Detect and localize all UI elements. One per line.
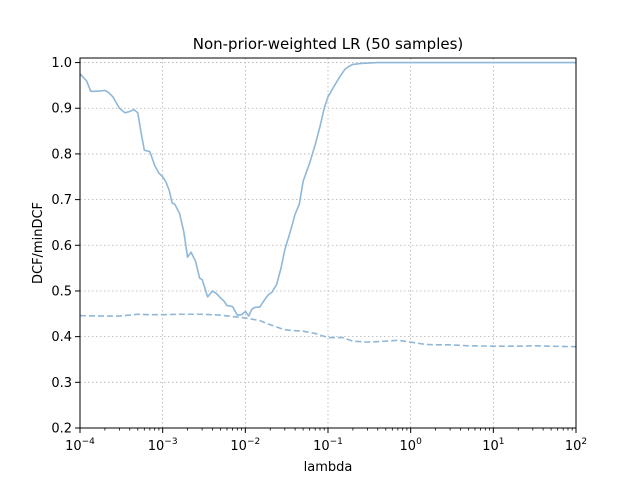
x-axis-label: lambda	[304, 460, 353, 475]
y-tick-label: 0.2	[51, 422, 72, 437]
x-tick-label: 10−3	[148, 437, 178, 454]
x-tick-label: 10−2	[230, 437, 260, 454]
y-tick-label: 0.7	[51, 193, 72, 208]
x-tick-label: 100	[400, 437, 423, 454]
series-line-solid	[79, 61, 576, 317]
y-axis-ticks: 0.2 0.3 0.4 0.5 0.6 0.7 0.8 0.9 1.0	[51, 56, 80, 437]
y-tick-label: 0.4	[51, 330, 72, 345]
y-tick-label: 0.6	[51, 239, 72, 254]
x-tick-label: 10−4	[65, 437, 95, 454]
chart-title: Non-prior-weighted LR (50 samples)	[193, 35, 464, 53]
y-axis-label: DCF/minDCF	[31, 202, 46, 284]
x-tick-label: 101	[482, 437, 504, 454]
series-line-dashed	[79, 313, 577, 348]
x-tick-label: 10−1	[313, 437, 343, 454]
y-tick-label: 0.5	[51, 284, 72, 299]
x-tick-label: 102	[565, 437, 587, 454]
series-group	[79, 61, 577, 348]
y-tick-label: 0.9	[51, 102, 72, 117]
y-tick-label: 1.0	[51, 56, 72, 71]
y-tick-label: 0.8	[51, 147, 72, 162]
x-axis-ticks: 10−4 10−3 10−2 10−1 100 101 102	[65, 428, 587, 454]
y-tick-label: 0.3	[51, 376, 72, 391]
